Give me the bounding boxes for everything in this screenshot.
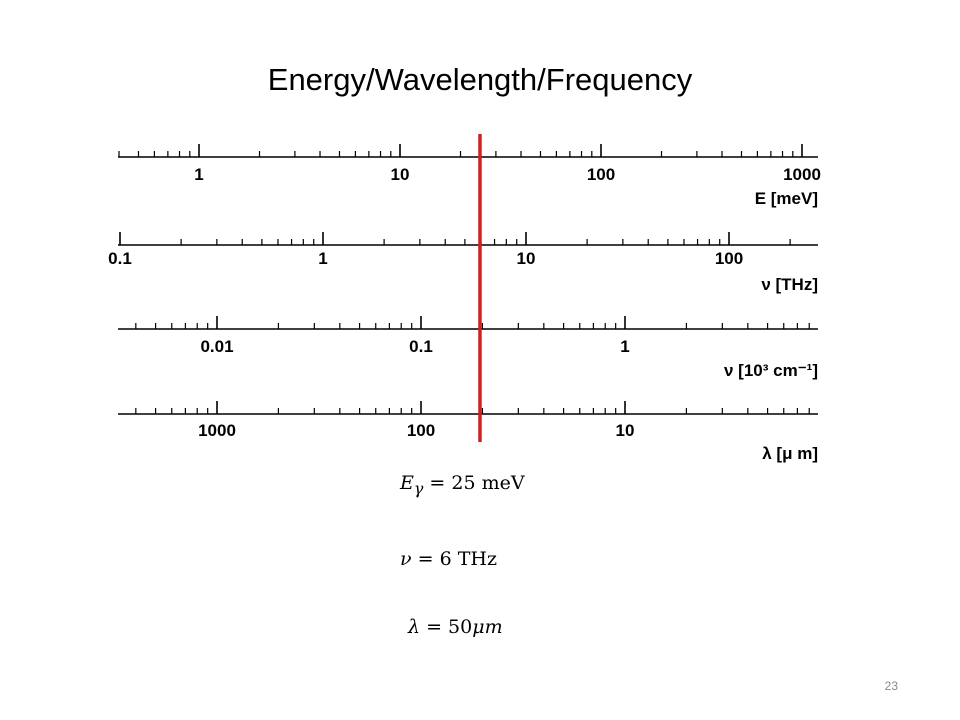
frequency-value: = 6 THz (417, 548, 497, 570)
scale-frequency-thz: 0.1 1 10 100 ν [THz] (108, 232, 818, 294)
tick-label: 0.1 (409, 337, 433, 356)
energy-subscript: γ (413, 478, 424, 498)
tick-label: 100 (587, 165, 615, 184)
wavelength-equation: λ = 50μm (408, 616, 503, 638)
tick-label: 0.01 (200, 337, 233, 356)
wavelength-symbol: λ (408, 616, 421, 638)
energy-value: = 25 meV (429, 472, 525, 494)
slide-title: Energy/Wavelength/Frequency (267, 62, 693, 97)
axis-unit-label: E [meV] (755, 189, 818, 208)
tick-label: 1000 (783, 165, 821, 184)
tick-label: 100 (715, 249, 743, 268)
tick-label: 10 (391, 165, 410, 184)
frequency-equation: ν = 6 THz (400, 548, 497, 570)
frequency-symbol: ν (400, 548, 412, 570)
scale-energy: 1 10 100 1000 E [meV] (118, 144, 821, 208)
tick-label: 1000 (198, 421, 236, 440)
scale-wavenumber: 0.01 0.1 1 ν [10³ cm⁻¹] (118, 316, 818, 380)
wavelength-value: = 50 (426, 616, 473, 638)
energy-symbol: E (400, 472, 414, 494)
tick-label: 1 (620, 337, 629, 356)
tick-label: 100 (407, 421, 435, 440)
wavelength-unit: μm (472, 616, 503, 638)
page-number: 23 (884, 679, 898, 693)
axis-unit-label: ν [10³ cm⁻¹] (724, 361, 818, 380)
tick-label: 1 (318, 249, 327, 268)
axis-unit-label: λ [μ m] (762, 444, 818, 463)
tick-label: 10 (616, 421, 635, 440)
tick-label: 1 (194, 165, 203, 184)
energy-equation: Eγ = 25 meV (400, 472, 525, 498)
tick-label: 10 (517, 249, 536, 268)
tick-label: 0.1 (108, 249, 132, 268)
axis-unit-label: ν [THz] (761, 275, 818, 294)
scale-wavelength: 1000 100 10 λ [μ m] (118, 401, 818, 463)
